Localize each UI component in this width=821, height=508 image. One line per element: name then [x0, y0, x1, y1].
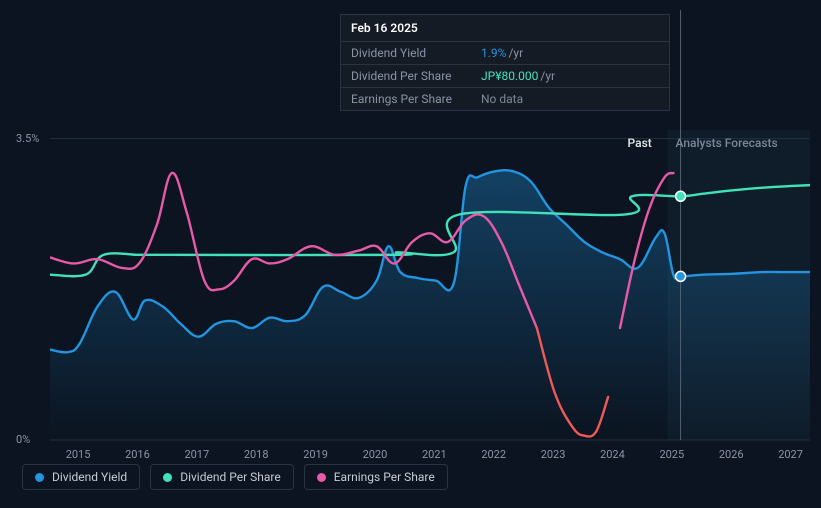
tooltip-row-suffix: /yr: [508, 46, 523, 60]
past-label: Past: [628, 136, 652, 150]
legend-item[interactable]: Dividend Yield: [22, 464, 140, 490]
chart-legend: Dividend Yield Dividend Per Share Earnings…: [22, 464, 448, 490]
tooltip-row: Dividend Per ShareJP¥80.000/yr: [341, 65, 669, 88]
chart-tooltip: Feb 16 2025 Dividend Yield1.9%/yrDividen…: [340, 14, 670, 111]
forecast-label: Analysts Forecasts: [676, 136, 778, 150]
tooltip-row-value: 1.9%: [481, 46, 506, 60]
legend-dot-icon: [163, 473, 172, 482]
x-axis-tick: 2015: [66, 448, 91, 461]
legend-item-label: Earnings Per Share: [334, 470, 435, 484]
x-axis-tick: 2020: [363, 448, 388, 461]
x-axis-tick: 2027: [778, 448, 803, 461]
tooltip-row: Dividend Yield1.9%/yr: [341, 42, 669, 65]
legend-item-label: Dividend Yield: [52, 470, 127, 484]
x-axis-tick: 2022: [481, 448, 506, 461]
y-axis-tick: 0%: [16, 433, 30, 446]
x-axis-tick: 2023: [541, 448, 566, 461]
y-axis-tick: 3.5%: [16, 132, 39, 145]
x-axis-tick: 2016: [125, 448, 150, 461]
tooltip-row-value: JP¥80.000: [481, 69, 538, 83]
x-axis-tick: 2024: [600, 448, 625, 461]
tooltip-row-label: Earnings Per Share: [351, 92, 481, 106]
x-axis-tick: 2026: [719, 448, 744, 461]
x-axis-tick: 2018: [244, 448, 269, 461]
legend-item[interactable]: Earnings Per Share: [304, 464, 448, 490]
tooltip-row-suffix: /yr: [540, 69, 555, 83]
tooltip-row-label: Dividend Yield: [351, 46, 481, 60]
tooltip-row-value: No data: [481, 92, 523, 106]
legend-dot-icon: [35, 473, 44, 482]
x-axis-tick: 2021: [422, 448, 447, 461]
x-axis-tick: 2019: [303, 448, 328, 461]
legend-item-label: Dividend Per Share: [180, 470, 281, 484]
legend-dot-icon: [317, 473, 326, 482]
tooltip-date: Feb 16 2025: [341, 15, 669, 42]
x-axis-tick: 2017: [184, 448, 209, 461]
legend-item[interactable]: Dividend Per Share: [150, 464, 294, 490]
tooltip-row-label: Dividend Per Share: [351, 69, 481, 83]
tooltip-row: Earnings Per ShareNo data: [341, 88, 669, 110]
x-axis-tick: 2025: [659, 448, 684, 461]
